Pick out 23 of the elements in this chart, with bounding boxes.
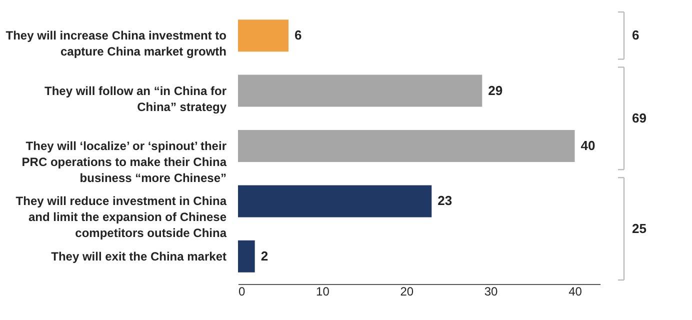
bar — [238, 185, 432, 218]
data-label: 2 — [260, 248, 268, 264]
x-tick-label: 0 — [238, 284, 246, 298]
y-tick-label: They will reduce investment in China and limit the expansion of Chinese competitors outside China — [16, 194, 227, 240]
y-tick-label: They will increase China investment to capture China market growth — [6, 28, 226, 59]
x-tick-label: 20 — [400, 284, 414, 298]
x-tick-label: 10 — [316, 284, 330, 298]
y-tick-label: They will ‘localize’ or ‘spinout’ their PRC operations to make their China business “more Chinese” — [22, 139, 227, 185]
bar — [238, 240, 255, 272]
data-label: 29 — [488, 82, 503, 98]
text: 25 — [632, 220, 646, 236]
data-label: 23 — [438, 193, 452, 208]
x-tick-label: 40 — [568, 284, 582, 298]
text: 6 — [632, 28, 640, 43]
bar — [238, 130, 575, 162]
y-tick-label: They will exit the China market — [51, 249, 226, 264]
y-tick-label: They will follow an “in China for China” strategy — [44, 84, 227, 114]
data-label: 40 — [580, 138, 596, 153]
text: 69 — [632, 110, 646, 126]
bar — [238, 20, 289, 52]
data-label: 6 — [294, 28, 302, 43]
x-tick-label: 30 — [484, 284, 498, 298]
bar — [238, 74, 482, 107]
